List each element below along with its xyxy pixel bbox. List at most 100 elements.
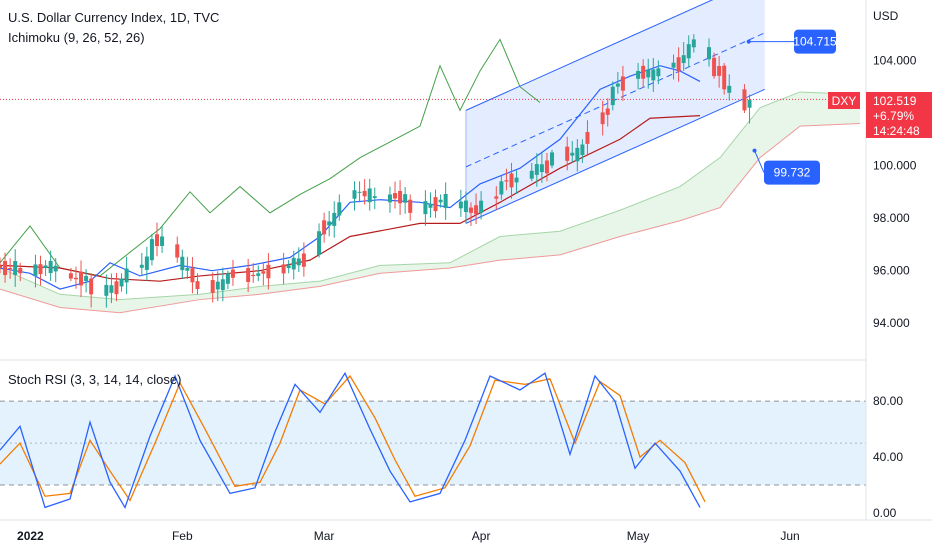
price-axis[interactable]: 94.000 96.000 98.000 100.000 104.000 0.00 40.0… xyxy=(873,53,917,520)
candle-body xyxy=(605,108,610,115)
time-tick-label: Jun xyxy=(780,529,799,543)
candle-body xyxy=(676,57,681,72)
candle-body xyxy=(261,271,266,274)
candle-body xyxy=(423,201,428,215)
candle-body xyxy=(539,164,544,173)
candle-body xyxy=(615,83,620,87)
stoch-k-line xyxy=(0,371,701,509)
candle-body xyxy=(580,144,585,156)
candle-body xyxy=(119,278,124,287)
candle-body xyxy=(367,188,372,203)
candle-body xyxy=(154,234,159,247)
candle-body xyxy=(215,281,220,290)
candle-body xyxy=(458,201,463,209)
candle-body xyxy=(225,273,230,284)
candle-body xyxy=(691,39,696,48)
candle-body xyxy=(610,86,615,106)
candle-body xyxy=(529,170,534,179)
candle-body xyxy=(428,203,433,208)
candlesticks xyxy=(0,34,752,308)
stoch-tick-label: 0.00 xyxy=(873,506,897,520)
candle-body xyxy=(433,197,438,212)
candle-body xyxy=(68,273,73,279)
indicator-label[interactable]: Ichimoku (9, 26, 52, 26) xyxy=(8,30,145,45)
candle-body xyxy=(246,268,251,282)
candle-body xyxy=(509,173,514,188)
price-tick-label: 98.000 xyxy=(873,211,910,225)
candle-body xyxy=(408,199,413,213)
candle-body xyxy=(747,99,752,108)
candle-body xyxy=(195,281,200,290)
candle-body xyxy=(550,152,555,166)
candle-body xyxy=(33,264,38,276)
candle-body xyxy=(656,68,661,77)
candle-body xyxy=(190,268,195,283)
candle-body xyxy=(104,284,109,296)
candle-body xyxy=(707,47,712,60)
channel-lower xyxy=(465,88,765,224)
candle-body xyxy=(160,236,165,246)
candle-body xyxy=(499,181,504,195)
candle-body xyxy=(717,66,722,76)
price-badge: DXY 102.519 +6.79% 14:24:48 xyxy=(828,92,932,138)
candle-body xyxy=(139,264,144,268)
candle-body xyxy=(18,268,23,274)
candle-body xyxy=(48,260,53,274)
candle-body xyxy=(291,257,296,270)
time-tick-label: 2022 xyxy=(17,529,44,543)
candle-body xyxy=(387,194,392,203)
candle-body xyxy=(393,193,398,199)
candle-body xyxy=(570,152,575,156)
candle-body xyxy=(296,258,301,266)
candle-body xyxy=(322,220,327,235)
symbol-badge-bg xyxy=(828,92,860,109)
candle-body xyxy=(474,205,479,215)
candle-body xyxy=(0,265,2,269)
candle-body xyxy=(144,256,149,270)
candle-body xyxy=(79,271,84,286)
candle-body xyxy=(727,85,732,93)
candle-body xyxy=(38,264,43,275)
callout-lower-box xyxy=(764,160,820,185)
price-callouts[interactable]: 104.715 99.732 xyxy=(746,29,837,185)
time-tick-label: Apr xyxy=(472,529,491,543)
candle-body xyxy=(641,65,646,79)
candle-body xyxy=(504,180,509,182)
symbol-badge: DXY xyxy=(832,94,857,108)
candle-body xyxy=(681,55,686,64)
candle-body xyxy=(13,260,18,276)
candle-body xyxy=(8,267,13,269)
candle-body xyxy=(565,146,570,161)
price-badge-bg xyxy=(866,92,932,138)
candle-body xyxy=(463,200,468,213)
candle-body xyxy=(534,164,539,175)
candle-body xyxy=(337,202,342,216)
candle-body xyxy=(73,277,78,280)
candle-body xyxy=(256,273,261,276)
price-change: +6.79% xyxy=(873,109,914,123)
candle-body xyxy=(220,279,225,291)
callout-upper-label: 104.715 xyxy=(793,35,837,49)
price-tick-label: 96.000 xyxy=(873,264,910,278)
time-tick-label: Mar xyxy=(314,529,335,543)
chikou-span xyxy=(0,38,541,277)
candle-body xyxy=(620,76,625,91)
candle-body xyxy=(327,221,332,226)
time-axis[interactable]: 2022 Feb Mar Apr May Jun xyxy=(17,529,800,543)
candle-body xyxy=(443,193,448,209)
candle-body xyxy=(43,265,48,269)
candle-body xyxy=(438,199,443,203)
senkou-span-a xyxy=(0,91,861,301)
callout-lower-leader xyxy=(754,150,765,173)
last-price: 102.519 xyxy=(873,94,917,108)
candle-body xyxy=(544,160,549,174)
candle-body xyxy=(251,274,256,277)
senkou-span-b xyxy=(0,123,861,314)
candle-body xyxy=(357,191,362,193)
stoch-label[interactable]: Stoch RSI (3, 3, 14, 14, close) xyxy=(8,372,181,387)
ichimoku-cloud xyxy=(0,91,861,314)
candle-body xyxy=(651,69,656,81)
candle-body xyxy=(514,177,519,183)
callout-upper-box xyxy=(794,29,836,54)
